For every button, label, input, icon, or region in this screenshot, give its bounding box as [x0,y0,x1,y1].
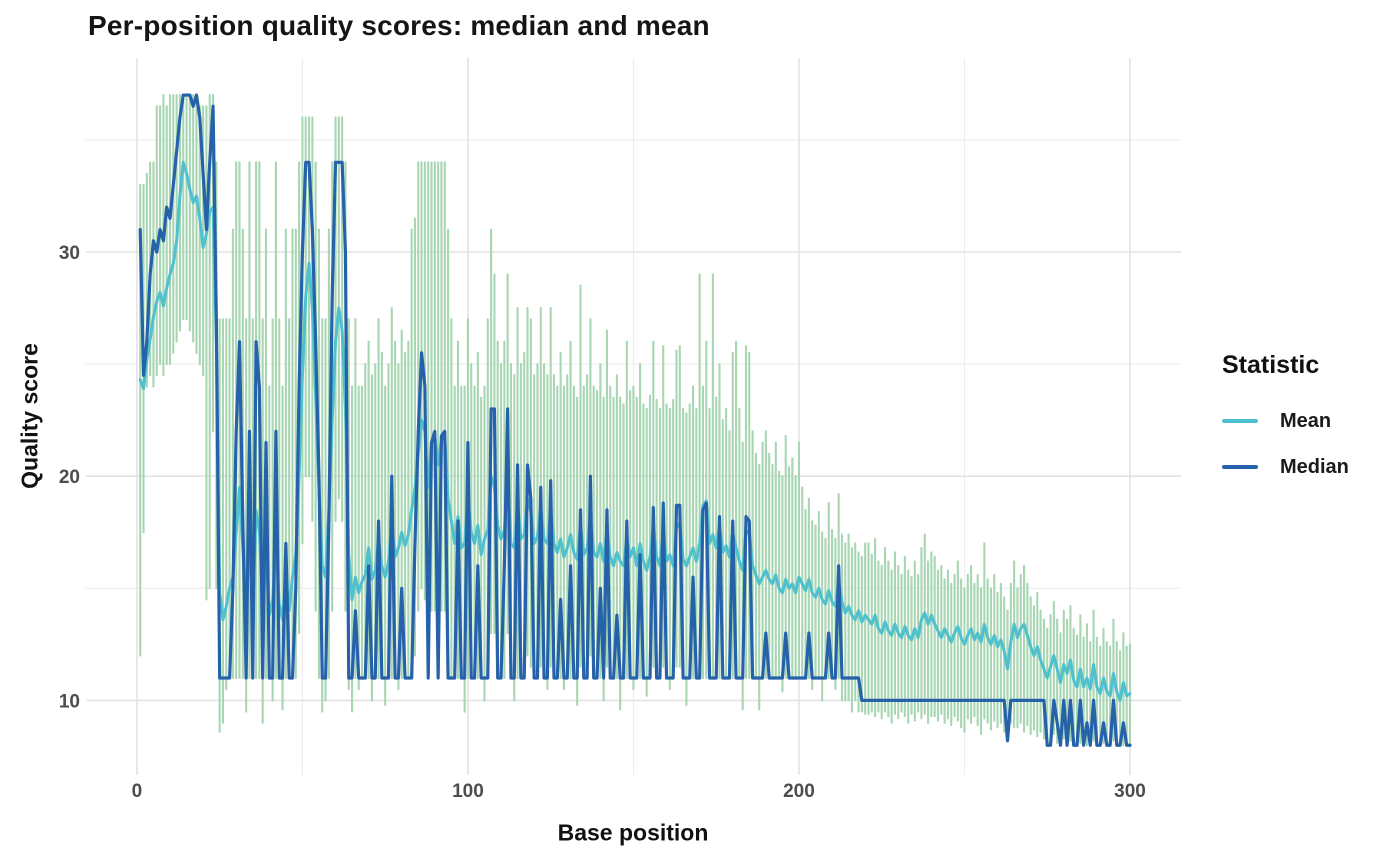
legend-label-mean: Mean [1280,409,1332,432]
x-tick-label: 0 [132,781,143,802]
x-tick-label: 200 [783,781,815,802]
legend-item-median: Median [1222,456,1392,478]
median-line [138,93,1132,747]
x-tick-label: 300 [1114,781,1146,802]
mean-line [138,160,1132,702]
y-tick-label: 30 [59,243,80,264]
legend: Statistic Mean Median [1222,351,1392,502]
y-tick-label: 20 [59,467,80,488]
legend-label-median: Median [1280,455,1349,478]
median-line-swatch-icon [1222,465,1258,469]
mean-line-swatch-icon [1222,419,1258,423]
y-axis-label: Quality score [16,343,43,489]
y-tick-label: 10 [59,691,80,712]
x-axis-label: Base position [557,819,709,846]
legend-item-mean: Mean [1222,410,1392,432]
legend-title: Statistic [1222,351,1320,379]
chart-title: Per-position quality scores: median and … [88,10,710,41]
x-tick-label: 100 [452,781,484,802]
